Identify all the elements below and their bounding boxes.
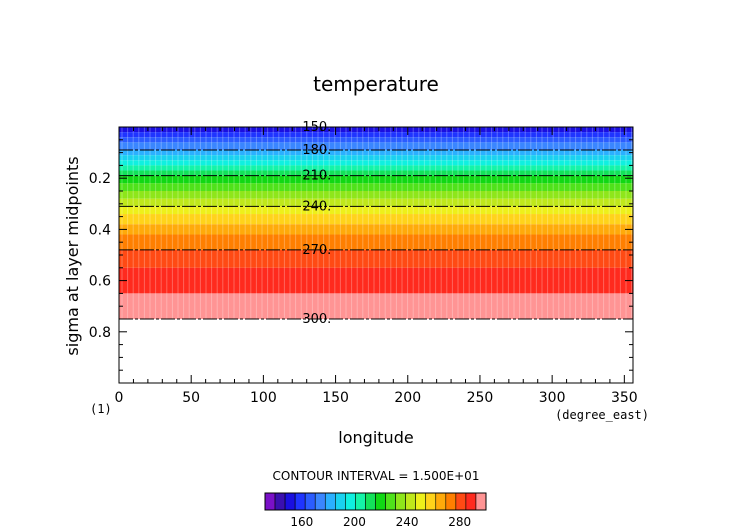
band-3 <box>119 142 633 151</box>
band-19 <box>119 293 633 319</box>
band-6 <box>119 160 633 166</box>
colorbar-tick-label-240: 240 <box>396 515 419 529</box>
chart-title: temperature <box>313 72 439 96</box>
colorbar-swatch-13 <box>395 492 406 511</box>
contour-label-210: 210. <box>302 169 331 184</box>
colorbar: 160 200 240 280 <box>264 492 487 529</box>
x-axis-units: (degree_east) <box>555 408 649 422</box>
x-tick-label-250: 250 <box>467 390 494 406</box>
x-tick-label-50: 50 <box>182 390 200 406</box>
contour-label-180: 180. <box>302 143 331 158</box>
colorbar-swatch-17 <box>435 492 447 511</box>
band-14 <box>119 214 633 225</box>
y-tick-label-0.8: 0.8 <box>89 325 111 341</box>
colorbar-tick-label-160: 160 <box>290 515 313 529</box>
x-axis-label: longitude <box>338 428 413 447</box>
colorbar-swatch-18 <box>445 492 457 511</box>
colorbar-tick-label-200: 200 <box>343 515 366 529</box>
band-11 <box>119 191 633 199</box>
colorbar-swatch-16 <box>425 492 437 511</box>
y-tick-label-0.2: 0.2 <box>89 171 111 187</box>
band-8 <box>119 170 633 176</box>
colorbar-swatch-14 <box>405 492 416 511</box>
y-axis-label: sigma at layer midpoints <box>63 156 82 355</box>
colorbar-swatch-5 <box>314 492 326 511</box>
band-2 <box>119 137 633 143</box>
band-18 <box>119 267 633 294</box>
colorbar-frame <box>264 492 487 511</box>
band-16 <box>119 234 633 250</box>
colorbar-swatch-4 <box>304 492 316 511</box>
colorbar-swatch-20 <box>465 492 477 511</box>
colorbar-tick-label-280: 280 <box>448 515 471 529</box>
band-15 <box>119 224 633 235</box>
band-4 <box>119 150 633 156</box>
plot-area: 150.180.210.240.270.300.0 50 100 150 200 250 3… <box>89 120 638 406</box>
colorbar-swatch-9 <box>355 492 366 511</box>
colorbar-swatch-19 <box>455 492 467 511</box>
colorbar-swatch-1 <box>274 492 286 511</box>
band-9 <box>119 175 633 184</box>
band-13 <box>119 206 633 215</box>
colorbar-swatch-7 <box>335 492 346 511</box>
band-0 <box>119 127 633 133</box>
grid-texture <box>121 127 633 319</box>
contour-interval-text: CONTOUR INTERVAL = 1.500E+01 <box>273 469 480 483</box>
x-tick-label-300: 300 <box>539 390 566 406</box>
panel-label: (1) <box>90 402 112 416</box>
x-tick-label-100: 100 <box>250 390 277 406</box>
colorbar-swatch-11 <box>375 492 386 511</box>
y-tick-label-0.6: 0.6 <box>89 274 111 290</box>
band-17 <box>119 249 633 268</box>
colorbar-swatch-3 <box>294 492 306 511</box>
colorbar-swatch-15 <box>415 492 427 511</box>
x-tick-label-350: 350 <box>611 390 638 406</box>
colorbar-swatch-0 <box>264 492 276 511</box>
band-10 <box>119 183 633 191</box>
contour-label-270: 270. <box>302 243 331 258</box>
colorbar-swatch-6 <box>324 492 336 511</box>
colorbar-swatch-21 <box>475 492 487 511</box>
colorbar-swatch-12 <box>385 492 396 511</box>
band-12 <box>119 198 633 207</box>
x-axis <box>118 127 625 383</box>
colorbar-swatch-10 <box>365 492 376 511</box>
x-tick-label-0: 0 <box>115 390 124 406</box>
band-5 <box>119 155 633 161</box>
contour-label-300: 300. <box>302 312 331 327</box>
x-tick-label-150: 150 <box>322 390 349 406</box>
band-1 <box>119 132 633 138</box>
colorbar-swatch-8 <box>345 492 356 511</box>
contour-label-240: 240. <box>302 199 331 214</box>
y-tick-label-0.4: 0.4 <box>89 222 111 238</box>
band-7 <box>119 165 633 171</box>
colorbar-swatch-2 <box>284 492 296 511</box>
x-tick-label-200: 200 <box>394 390 421 406</box>
y-axis <box>119 139 633 371</box>
